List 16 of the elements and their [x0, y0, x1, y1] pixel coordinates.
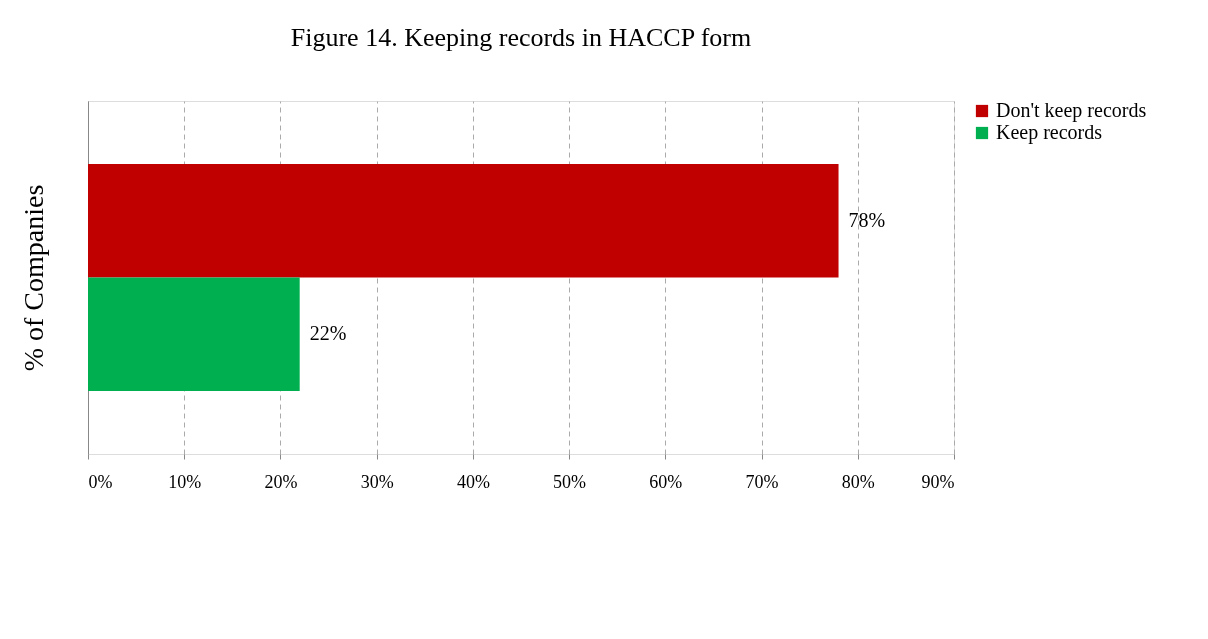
x-tick-label: 40%	[456, 471, 490, 492]
legend-label: Keep records	[996, 121, 1103, 144]
x-tick-label: 80%	[841, 471, 875, 492]
x-tick-label: 30%	[360, 471, 394, 492]
x-tick-label: 20%	[264, 471, 298, 492]
x-tick-label: 60%	[649, 471, 683, 492]
x-tick-label: 50%	[553, 471, 587, 492]
x-tick-label: 90%	[921, 471, 955, 492]
x-tick-label: 70%	[745, 471, 779, 492]
x-tick-label: 0%	[88, 471, 113, 492]
x-tick-label: 10%	[168, 471, 202, 492]
chart-title: Figure 14. Keeping records in HACCP form	[290, 23, 752, 52]
data-label: 22%	[309, 322, 347, 345]
y-axis-title: % of Companies	[17, 184, 49, 372]
legend-label: Don't keep records	[996, 99, 1147, 122]
data-label: 78%	[848, 208, 886, 231]
